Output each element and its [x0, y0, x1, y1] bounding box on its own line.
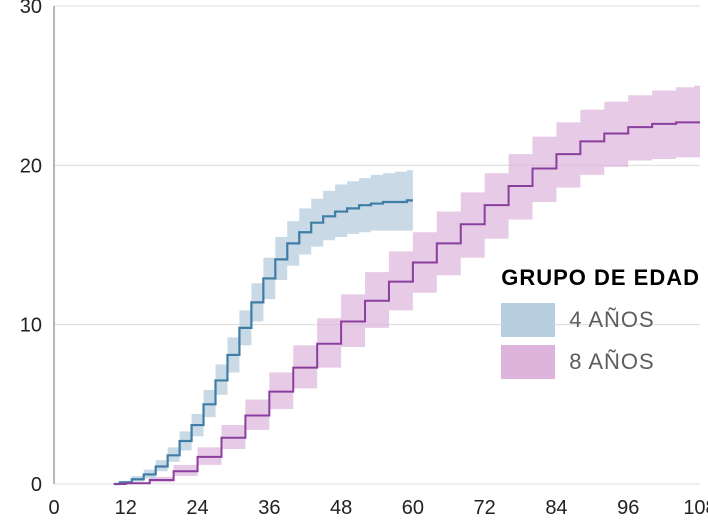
svg-text:84: 84 — [545, 497, 567, 519]
svg-text:30: 30 — [20, 0, 42, 18]
svg-text:0: 0 — [31, 474, 42, 496]
svg-text:24: 24 — [186, 497, 208, 519]
legend-item-4: 4 AÑOS — [501, 303, 700, 337]
legend-title: GRUPO DE EDAD — [501, 265, 700, 291]
legend-label-8: 8 AÑOS — [569, 349, 654, 375]
svg-text:72: 72 — [474, 497, 496, 519]
chart-svg: 0 10 20 30 0 12 24 36 48 60 72 84 96 108 — [0, 0, 708, 522]
legend-item-8: 8 AÑOS — [501, 345, 700, 379]
svg-text:60: 60 — [402, 497, 424, 519]
chart-container: 0 10 20 30 0 12 24 36 48 60 72 84 96 108 GRUPO DE EDA… — [0, 0, 708, 522]
svg-text:20: 20 — [20, 155, 42, 177]
legend-swatch-4 — [501, 303, 555, 337]
svg-text:108: 108 — [683, 497, 708, 519]
svg-text:12: 12 — [115, 497, 137, 519]
legend: GRUPO DE EDAD 4 AÑOS 8 AÑOS — [501, 265, 700, 387]
svg-text:96: 96 — [617, 497, 639, 519]
legend-swatch-8 — [501, 345, 555, 379]
svg-text:48: 48 — [330, 497, 352, 519]
svg-text:36: 36 — [258, 497, 280, 519]
svg-text:0: 0 — [48, 497, 59, 519]
legend-label-4: 4 AÑOS — [569, 307, 654, 333]
svg-text:10: 10 — [20, 315, 42, 337]
